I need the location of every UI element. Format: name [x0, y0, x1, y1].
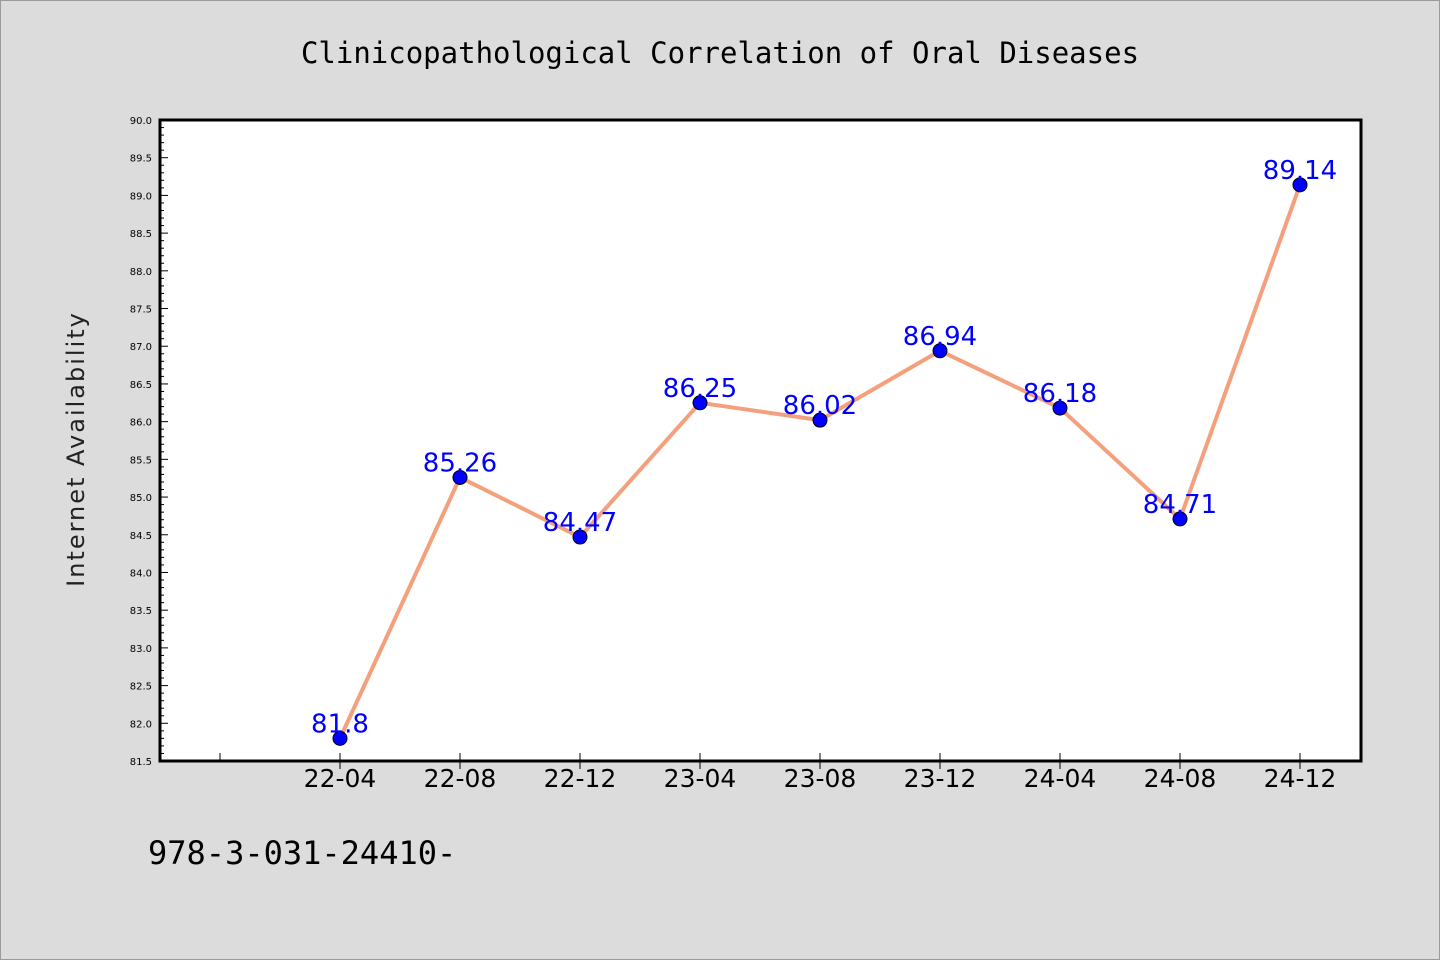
data-point	[692, 395, 708, 411]
plot-border	[158, 118, 1363, 763]
data-point	[332, 730, 348, 746]
data-label: 84.71	[1143, 490, 1217, 520]
y-tick-label: 85.5	[130, 455, 152, 466]
y-tick-label: 87.0	[130, 342, 152, 353]
y-tick-label: 82.0	[130, 719, 152, 730]
y-axis-label: Internet Availability	[62, 311, 90, 587]
data-label: 89.14	[1263, 156, 1337, 186]
series-markers	[332, 177, 1308, 746]
chart-title: Clinicopathological Correlation of Oral …	[301, 36, 1139, 70]
y-tick-label: 82.5	[130, 682, 152, 693]
data-point	[812, 412, 828, 428]
y-tick-label: 88.5	[130, 229, 152, 240]
data-point	[1172, 511, 1188, 527]
x-tick-label: 23-12	[904, 764, 977, 793]
data-label: 86.02	[783, 391, 857, 421]
x-tick-label: 23-04	[664, 764, 737, 793]
y-tick-label: 83.0	[130, 644, 152, 655]
y-tick-label: 81.5	[130, 757, 152, 768]
data-label: 84.47	[543, 508, 617, 538]
data-point	[452, 469, 468, 485]
data-point	[932, 343, 948, 359]
data-labels: 81.8 85.26 84.47 86.25 86.02 86.94 86.18 84.71 8…	[311, 156, 1337, 740]
y-tick-label: 90.0	[130, 116, 152, 127]
y-tick-label: 87.5	[130, 305, 152, 316]
x-tick-label: 24-04	[1024, 764, 1097, 793]
data-label: 86.94	[903, 322, 977, 352]
x-tick-label: 23-08	[784, 764, 857, 793]
plot-area	[160, 120, 1361, 761]
data-label: 86.25	[663, 374, 737, 404]
y-tick-label: 84.0	[130, 568, 152, 579]
x-tick-label: 22-04	[304, 764, 377, 793]
data-point	[1292, 177, 1308, 193]
x-tick-label: 24-08	[1144, 764, 1217, 793]
y-tick-label: 83.5	[130, 606, 152, 617]
data-label: 85.26	[423, 448, 497, 478]
x-axis: 22-04 22-08 22-12 23-04 23-08 23-12 24-04 24-08…	[219, 753, 1337, 793]
x-tick-label: 24-12	[1264, 764, 1337, 793]
y-tick-label: 88.0	[130, 267, 152, 278]
y-tick-label: 89.5	[130, 154, 152, 165]
data-point	[572, 529, 588, 545]
x-tick-label: 22-08	[424, 764, 497, 793]
data-label: 86.18	[1023, 379, 1097, 409]
y-tick-label: 85.0	[130, 493, 152, 504]
data-point	[1052, 400, 1068, 416]
data-label: 81.8	[311, 709, 369, 739]
y-tick-label: 84.5	[130, 531, 152, 542]
footnote-isbn: 978-3-031-24410-	[148, 834, 456, 872]
y-tick-label: 86.5	[130, 380, 152, 391]
x-tick-label: 22-12	[544, 764, 617, 793]
y-tick-label: 86.0	[130, 418, 152, 429]
y-tick-label: 89.0	[130, 191, 152, 202]
